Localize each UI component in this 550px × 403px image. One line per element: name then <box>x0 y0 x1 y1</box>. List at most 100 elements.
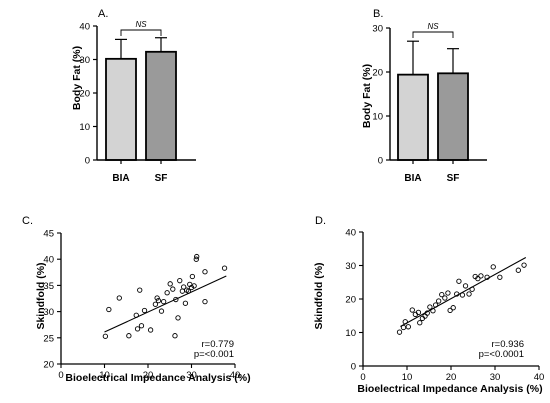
y-tick-label-d: 30 <box>345 261 356 272</box>
data-point-d <box>447 307 453 314</box>
y-tick-label-c: 45 <box>43 229 54 240</box>
data-point-c <box>141 307 148 314</box>
data-point-c <box>189 273 196 280</box>
bars-b: NS <box>397 22 469 161</box>
x-tick-label-c: 10 <box>99 370 110 381</box>
scatter-chart-c: C. Skindfold (%) Bioelectrical Impedance… <box>22 215 251 384</box>
data-point-c <box>188 284 195 291</box>
data-point-d <box>450 305 456 311</box>
data-point-c <box>155 297 162 304</box>
data-point-c <box>147 327 154 333</box>
x-tick-label-c: 20 <box>143 370 154 381</box>
category-label-b: SF <box>447 173 460 184</box>
x-tick-label-d: 20 <box>446 372 457 383</box>
y-tick-label-b: 30 <box>372 24 383 35</box>
bar-chart-a: A. 0 10 20 30 40 NS BIA SF Body Fat (%) <box>71 8 196 184</box>
bars-a: NS <box>105 20 177 161</box>
y-axis-title-b: Body Fat (%) <box>361 64 373 128</box>
data-point-d <box>396 329 403 335</box>
data-point-d <box>424 310 430 316</box>
category-label-b: BIA <box>404 173 421 184</box>
data-point-c <box>172 333 178 339</box>
regression-line-d <box>400 256 527 327</box>
data-point-d <box>462 283 469 289</box>
x-tick-label-d: 10 <box>402 372 413 383</box>
data-point-c <box>191 283 197 289</box>
data-point-c <box>181 284 187 290</box>
data-point-d <box>459 292 466 298</box>
y-axis-a: 0 10 20 30 40 <box>79 22 98 167</box>
data-point-c <box>154 295 160 301</box>
data-point-c <box>202 269 208 275</box>
y-tick-label-a: 20 <box>79 89 90 100</box>
data-point-d <box>497 274 503 280</box>
panel-label-a: A. <box>98 8 108 20</box>
data-point-c <box>137 287 143 293</box>
y-axis-title-a: Body Fat (%) <box>71 46 83 110</box>
significance-bracket-b <box>412 31 454 38</box>
data-point-c <box>134 326 141 332</box>
data-point-d <box>469 286 475 292</box>
y-tick-label-d: 10 <box>345 328 356 339</box>
data-point-c <box>193 256 199 262</box>
data-point-c <box>175 315 181 321</box>
data-point-d <box>405 324 411 330</box>
bar-sf-b <box>437 72 469 161</box>
data-point-c <box>158 308 165 314</box>
y-tick-label-a: 10 <box>79 122 90 133</box>
data-point-d <box>490 264 496 270</box>
r-value-c: r=0.779 <box>202 339 235 350</box>
panel-label-b: B. <box>373 8 383 20</box>
p-value-c: p=<0.001 <box>194 349 234 360</box>
y-tick-label-a: 30 <box>79 55 90 66</box>
data-point-c <box>202 298 208 305</box>
x-axis-title-c: Bioelectrical Impedance Analysis (%) <box>65 372 250 384</box>
data-point-d <box>436 298 442 304</box>
x-tick-label-c: 0 <box>58 370 63 381</box>
x-tick-label-d: 40 <box>534 372 545 383</box>
data-point-d <box>442 295 448 301</box>
data-point-c <box>161 298 167 305</box>
data-point-c <box>106 306 112 313</box>
x-tick-label-d: 30 <box>490 372 501 383</box>
data-point-c <box>194 253 200 260</box>
data-point-d <box>445 290 451 296</box>
y-axis-title-c: Skindfold (%) <box>35 262 47 329</box>
data-point-c <box>221 265 228 271</box>
y-tick-label-c: 30 <box>43 307 54 318</box>
x-axis-b: BIA SF <box>390 159 487 184</box>
data-point-d <box>415 309 422 316</box>
panel-label-c: C. <box>22 215 33 227</box>
data-point-d <box>439 291 445 298</box>
y-tick-label-d: 40 <box>345 228 356 239</box>
data-point-d <box>478 273 484 279</box>
data-point-d <box>402 319 408 325</box>
y-tick-label-b: 20 <box>372 68 383 79</box>
data-point-d <box>409 307 415 313</box>
data-point-c <box>177 278 183 284</box>
data-point-c <box>170 286 176 292</box>
y-tick-label-a: 0 <box>85 156 90 167</box>
data-point-c <box>164 290 170 296</box>
y-tick-label-b: 10 <box>372 112 383 123</box>
data-point-d <box>432 302 439 308</box>
data-point-c <box>116 295 122 301</box>
data-point-c <box>173 296 179 303</box>
data-point-c <box>179 288 186 294</box>
y-tick-label-a: 40 <box>79 22 90 33</box>
bar-chart-b: B. 0 10 20 30 NS BIA SF Body Fat (%) <box>361 8 487 184</box>
data-point-c <box>102 333 109 339</box>
data-point-d <box>430 308 436 314</box>
y-tick-label-c: 35 <box>43 281 54 292</box>
category-label-a: SF <box>155 173 168 184</box>
data-point-d <box>521 262 527 268</box>
significance-bracket-a <box>120 29 162 36</box>
regression-line-c <box>104 275 227 333</box>
data-point-d <box>466 291 472 297</box>
y-tick-label-c: 25 <box>43 333 54 344</box>
y-tick-label-c: 40 <box>43 255 54 266</box>
data-point-c <box>138 323 145 329</box>
data-point-d <box>427 304 433 310</box>
significance-label-a: NS <box>135 20 147 29</box>
